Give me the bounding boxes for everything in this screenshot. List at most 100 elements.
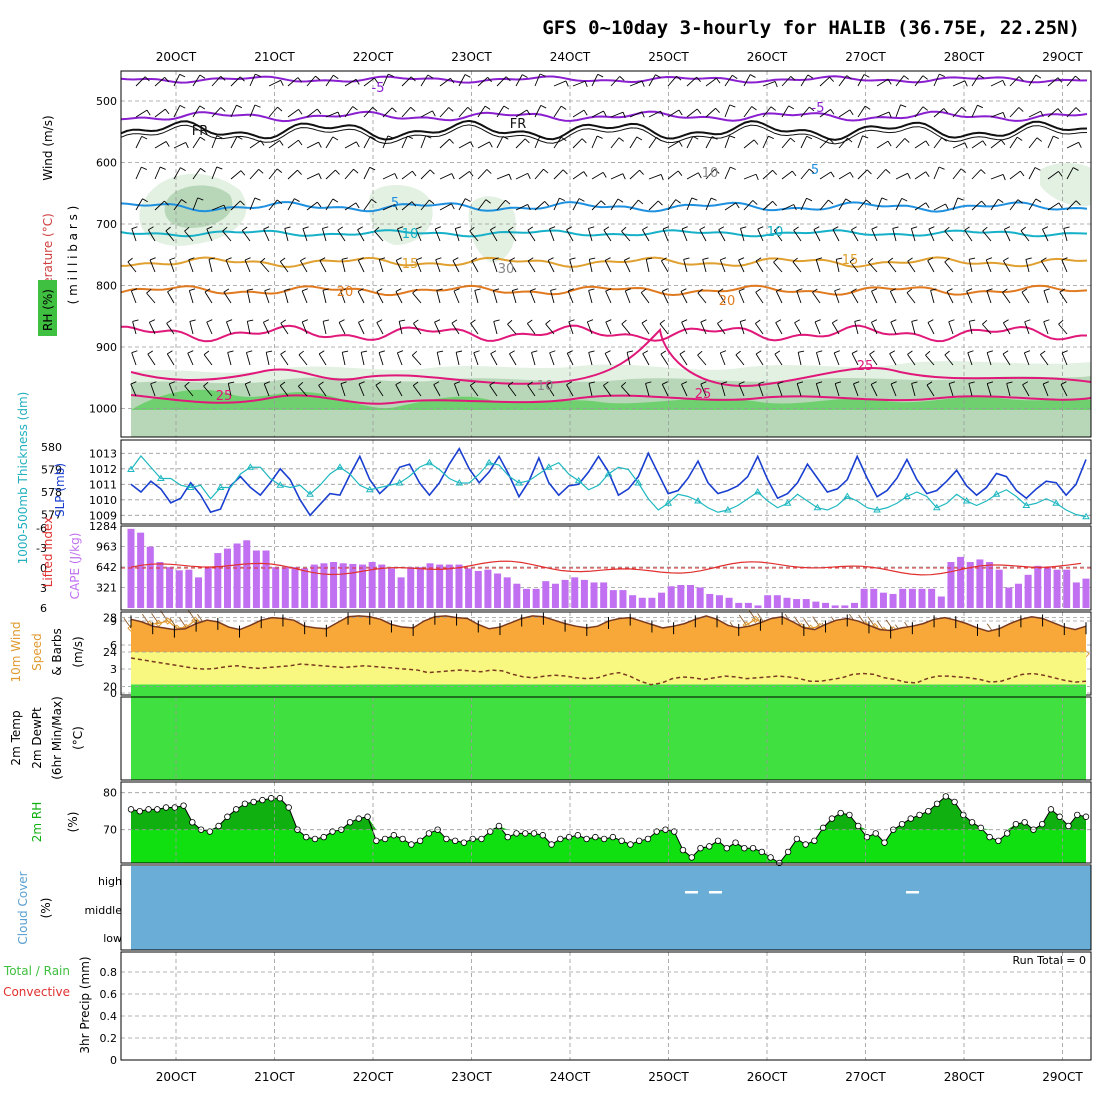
contour-label: 25: [857, 359, 874, 374]
wind-barb-flag: [587, 319, 594, 323]
cape-bar: [330, 562, 338, 608]
rh2m-point: [285, 804, 292, 811]
cape-label: CAPE (J/kg): [68, 533, 82, 600]
cape-bar: [484, 569, 492, 608]
thickness-tick-label: 578: [41, 486, 62, 499]
wind-barb-flag: [342, 350, 349, 353]
wind-barb-flag: [298, 381, 304, 387]
wind-barb-staff: [990, 174, 1004, 180]
thickness-point: [306, 490, 314, 497]
wind-barb-flag: [770, 106, 776, 111]
wind-barb-staff: [493, 321, 498, 335]
wind-barb-staff: [838, 75, 848, 87]
wind10-tick-label: 9: [110, 615, 117, 628]
wind-barb-staff: [895, 75, 905, 87]
wind-barb-flag: [263, 319, 270, 323]
cloud-middle-label: middle: [84, 904, 122, 917]
wind-barb-staff: [382, 173, 395, 180]
cape-bar: [783, 597, 791, 608]
thickness-point: [873, 506, 881, 513]
wind-barb-flag: [793, 204, 797, 211]
cape-bar: [156, 562, 164, 608]
wind-barb-staff: [781, 76, 792, 87]
wind-barb-staff: [321, 228, 327, 242]
wind-barb-staff: [857, 135, 863, 149]
wind-barb-staff: [135, 136, 143, 149]
wind-barb-flag: [200, 168, 206, 173]
wind-barb-flag: [375, 381, 382, 386]
rh2m-point: [688, 854, 695, 861]
wind-barb-staff: [230, 170, 242, 180]
wind-barb-flag: [813, 226, 820, 230]
cape-bar: [474, 570, 482, 608]
precip-tick-label: 0.4: [100, 1010, 118, 1023]
cloud-gap: [709, 891, 722, 894]
wind-barb-staff: [857, 74, 865, 87]
rh2m-point: [408, 841, 415, 848]
wind-barb-flag: [410, 76, 416, 82]
wind-barb-staff: [838, 109, 851, 118]
wind-barb-flag: [1058, 171, 1063, 177]
wind-barb-flag: [699, 226, 706, 230]
wind-barb-staff: [458, 74, 466, 87]
wind-barb-staff: [184, 230, 194, 242]
wind-barb-staff: [743, 200, 754, 211]
temperature-contours: [120, 75, 1092, 405]
thickness-point: [903, 492, 911, 499]
wind-barb-staff: [325, 169, 336, 180]
upper-air-grid: [121, 71, 1091, 437]
wind-barb-flag: [981, 200, 986, 206]
rh2m-point: [127, 806, 135, 813]
wind-barb-staff: [735, 354, 745, 366]
wind-barb-staff: [325, 198, 334, 211]
wind-barb-flag: [485, 199, 491, 204]
wind-barb-staff: [907, 354, 916, 366]
wind-barb-flag: [352, 106, 358, 111]
wind-barb-flag: [1063, 226, 1070, 229]
cape-bar: [281, 567, 289, 608]
cape-bar: [744, 602, 752, 608]
wind-barb-flag: [228, 381, 235, 384]
wind-barb-staff: [800, 136, 807, 149]
wind-barb-staff: [433, 384, 441, 397]
wind-barb-flag: [181, 199, 187, 204]
wind-barb-staff: [926, 384, 935, 397]
wind-barb-flag: [755, 350, 762, 355]
wind-barb-staff: [629, 136, 638, 149]
rh2m-fill: [127, 793, 1090, 867]
wind-barb-staff: [1047, 202, 1060, 211]
wind-barb-staff: [148, 322, 156, 335]
cape-bar: [802, 599, 810, 608]
wind-barb-staff: [568, 321, 574, 335]
date-label-top: 29OCT: [1042, 50, 1083, 64]
wind-barb-staff: [1047, 170, 1059, 180]
wind-barb-staff: [1066, 167, 1074, 180]
wind-barb-flag: [357, 288, 364, 292]
wind-barb-flag: [239, 200, 245, 206]
wind-barb-flag: [714, 169, 720, 174]
wind-barb-flag: [280, 350, 286, 355]
wind-barb-staff: [306, 201, 318, 211]
wind-barb-flag: [371, 199, 377, 204]
wind-barb-staff: [660, 353, 669, 366]
wind-barb-flag: [239, 76, 245, 82]
wind-barb-staff: [857, 199, 867, 211]
wind-barb-staff: [623, 260, 631, 273]
rh2m-point: [609, 833, 617, 841]
wind-barb-staff: [566, 229, 574, 242]
wind-barb-staff: [280, 322, 289, 335]
wind-barb-staff: [420, 110, 433, 118]
thickness-point: [1052, 499, 1061, 506]
lifted-index-label: Lifted Index: [41, 517, 55, 588]
wind-barb-staff: [797, 352, 802, 366]
wind-barb-staff: [173, 105, 181, 118]
rh2m-point: [530, 830, 538, 837]
wind-barb-staff: [914, 202, 927, 211]
wind-barb-flag: [396, 257, 402, 261]
wind-barb-flag: [164, 77, 170, 83]
wind-barb-staff: [591, 171, 604, 180]
thickness-point: [604, 470, 613, 477]
wind-barb-staff: [781, 105, 790, 118]
wind-barb-flag: [1058, 202, 1063, 209]
thickness-point: [574, 476, 583, 484]
